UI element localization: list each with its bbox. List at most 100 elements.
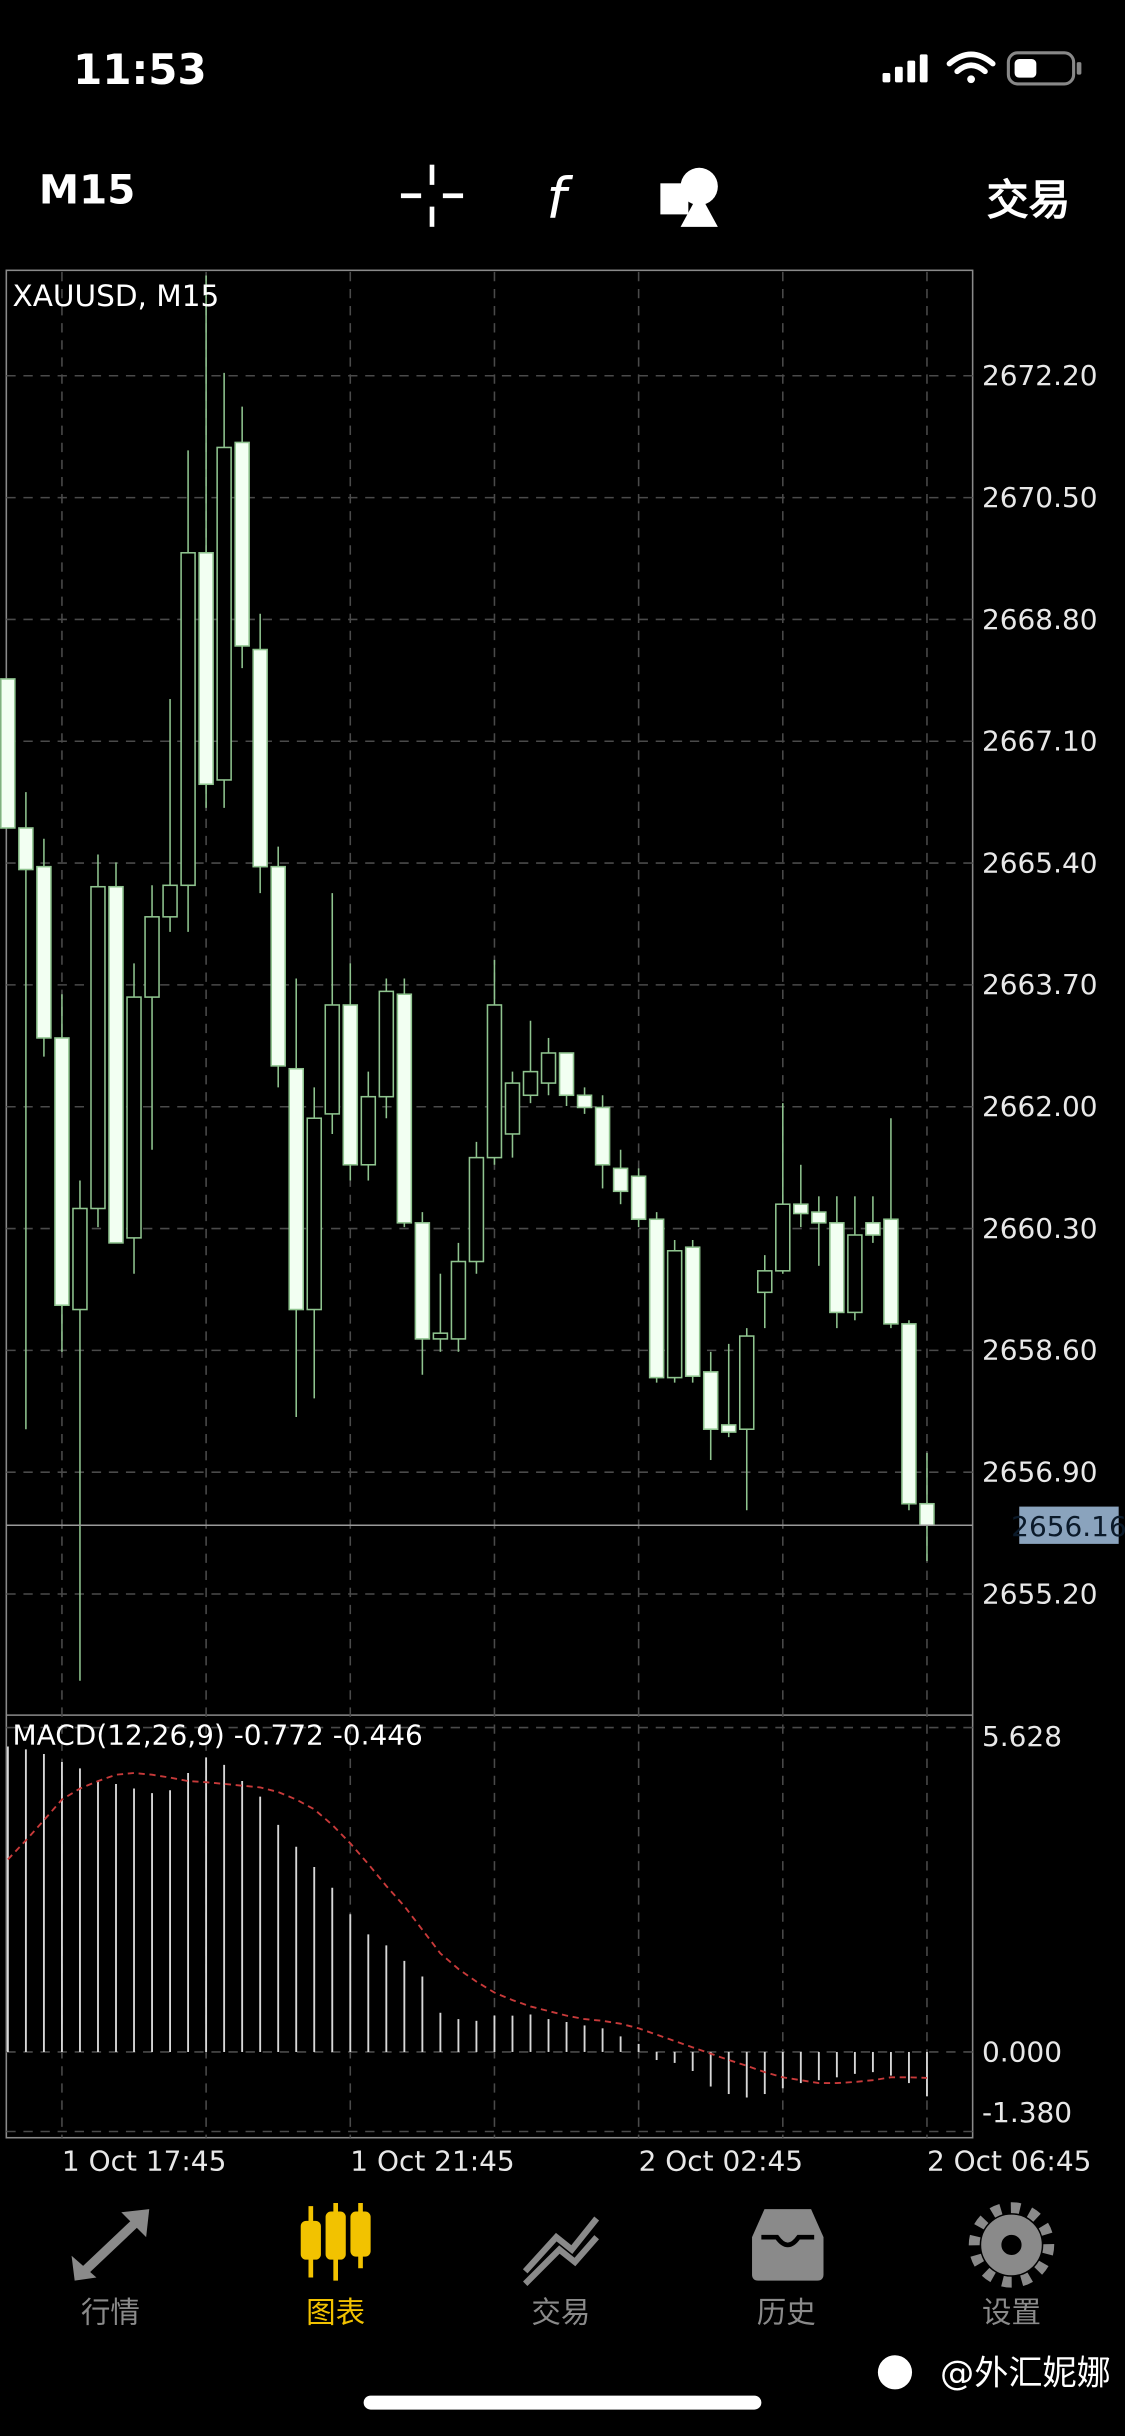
candle-body [162, 884, 178, 918]
candle-body [829, 1222, 845, 1314]
candle-body [342, 1004, 359, 1166]
candle-body [36, 865, 52, 1039]
y-tick-label: 2672.20 [982, 359, 1098, 392]
candle-body [558, 1052, 575, 1097]
candle-body [432, 1332, 449, 1340]
candle-body [324, 1004, 341, 1115]
candle-body [757, 1270, 773, 1294]
y-tick-label: 2655.20 [982, 1577, 1098, 1610]
chart-frame [5, 269, 974, 2139]
candle-body [630, 1175, 647, 1221]
crosshair-button[interactable] [400, 164, 464, 227]
candle-body [144, 916, 160, 998]
home-indicator [363, 2395, 762, 2410]
y-tick-label: 2662.00 [982, 1090, 1098, 1123]
battery-icon [1006, 51, 1082, 86]
y-tick-label: 2670.50 [982, 481, 1098, 514]
candle-body [198, 552, 214, 786]
x-tick-label: 2 Oct 06:45 [927, 2144, 1091, 2177]
signal-line [7, 1772, 927, 2085]
candle-body [54, 1037, 70, 1307]
tab-icon[interactable] [71, 2209, 150, 2281]
y-tick-label: 2658.60 [982, 1334, 1098, 1367]
y-tick-label: 2656.90 [982, 1456, 1098, 1489]
tab-icon[interactable] [522, 2216, 600, 2286]
candle-body [811, 1211, 827, 1224]
candle-body [504, 1082, 521, 1135]
y-tick-label: 2668.80 [982, 603, 1098, 636]
tab-label[interactable]: 历史 [757, 2296, 816, 2330]
last-price-label: 2656.16 [1011, 1510, 1125, 1543]
candle-body [775, 1203, 791, 1272]
y-tick-label: 2665.40 [982, 846, 1098, 879]
last-price-box [1019, 1506, 1119, 1544]
candle-body [396, 993, 413, 1224]
tab-icon[interactable] [300, 2202, 371, 2281]
chart-title: XAUUSD, M15 [13, 279, 220, 313]
candle-body [540, 1052, 557, 1084]
y-tick-label: 2663.70 [982, 968, 1098, 1001]
candle-body [738, 1335, 755, 1430]
y-tick-label: -1.380 [982, 2096, 1072, 2129]
x-tick-label: 1 Oct 17:45 [62, 2144, 226, 2177]
tab-label[interactable]: 交易 [531, 2296, 590, 2330]
candle-body [72, 1207, 88, 1311]
y-tick-label: 2667.10 [982, 725, 1098, 758]
clock: 11:53 [73, 45, 207, 94]
x-tick-label: 1 Oct 21:45 [350, 2144, 514, 2177]
candle-body [90, 885, 106, 1210]
timeframe-button[interactable]: M15 [39, 167, 135, 214]
candle-body [865, 1222, 881, 1236]
candle-body [720, 1424, 737, 1433]
tab-label[interactable]: 行情 [81, 2296, 140, 2330]
candle-body [684, 1246, 701, 1377]
tab-icon[interactable] [752, 2209, 824, 2281]
tab-bar: 行情 图表 交易 历史 设置 [81, 2296, 1041, 2330]
x-tick-label: 2 Oct 02:45 [639, 2144, 803, 2177]
candle-body [216, 446, 232, 781]
candle-body [18, 827, 34, 871]
candle-body [414, 1222, 431, 1340]
candle-body [234, 441, 250, 647]
candle-body [180, 552, 196, 887]
candle-body [288, 1067, 304, 1311]
y-tick-label: 5.628 [982, 1720, 1062, 1753]
candle-body [901, 1323, 917, 1505]
candle-body [378, 990, 395, 1098]
candle-body [126, 996, 142, 1239]
chart-area: 2672.20 2670.50 2668.80 2667.10 2665.40 2663.… [0, 271, 1125, 2177]
indicator-title: MACD(12,26,9) -0.772 -0.446 [13, 1719, 423, 1752]
signal-icon [882, 54, 928, 83]
tab-label[interactable]: 图表 [306, 2296, 365, 2330]
candle-body [576, 1094, 593, 1109]
candle-body [360, 1095, 377, 1166]
candle-body [270, 865, 286, 1067]
trade-button[interactable]: 交易 [987, 175, 1071, 224]
candle-body [648, 1218, 665, 1379]
candle-body [306, 1117, 323, 1311]
candle-body [522, 1070, 539, 1097]
candle-body [450, 1260, 467, 1340]
watermark: @外汇妮娜 [940, 2354, 1111, 2394]
candle-body [612, 1167, 629, 1193]
candle-body [594, 1106, 611, 1166]
y-tick-label: 0.000 [982, 2035, 1062, 2068]
candle-body [847, 1234, 863, 1314]
watermark-icon [877, 2355, 913, 2390]
candle-body [919, 1502, 935, 1527]
candle-body [252, 648, 268, 868]
candle-body [883, 1218, 899, 1325]
tab-label[interactable]: 设置 [982, 2296, 1041, 2330]
candle-body [702, 1371, 719, 1430]
tab-icon[interactable] [968, 2202, 1055, 2288]
candle-body [468, 1156, 485, 1263]
objects-button[interactable] [660, 167, 718, 227]
candle-body [486, 1004, 503, 1159]
candle-body [108, 885, 124, 1244]
candle-body [0, 678, 16, 829]
candle-body [666, 1249, 683, 1379]
wifi-icon [946, 51, 996, 84]
